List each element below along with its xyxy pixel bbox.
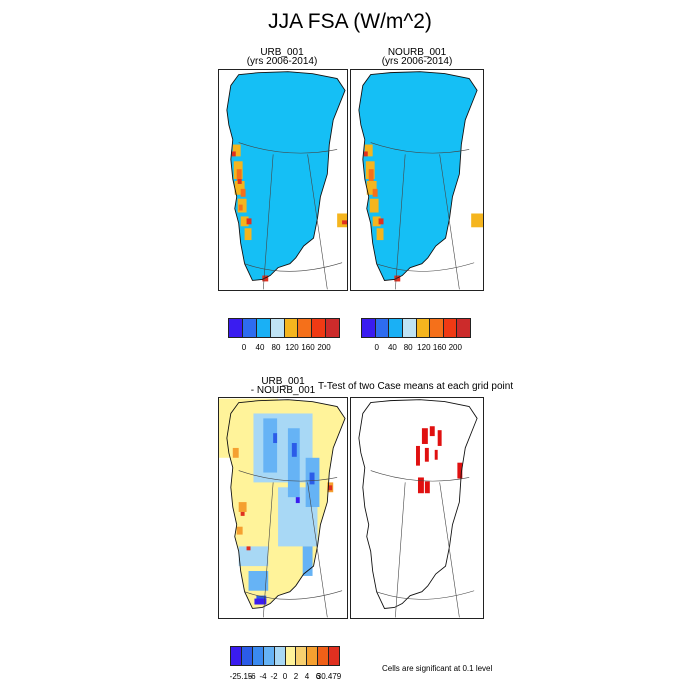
diff-cells-more-negative	[248, 418, 320, 591]
colorbar-tick-label: 40	[255, 343, 265, 352]
colorbar-tick-label: 6	[315, 672, 321, 681]
significance-note: Cells are significant at 0.1 level	[382, 664, 493, 673]
significant-cells	[416, 426, 463, 494]
colorbar-swatch	[274, 647, 286, 665]
colorbar-tick-label: 80	[403, 343, 413, 352]
colorbar-swatch	[312, 319, 327, 337]
colorbar-swatch	[362, 319, 376, 337]
map-urb	[226, 71, 347, 290]
map-panel-diff	[218, 397, 348, 619]
colorbar-swatch	[329, 647, 340, 665]
graticule	[370, 470, 475, 618]
colorbar-nourb-ticks: 0 40 80 120 160 200	[361, 343, 471, 353]
map-panel-ttest	[350, 397, 484, 619]
panel-title-diff: URB_001	[261, 376, 305, 387]
graticule	[238, 142, 343, 290]
colorbar-swatch	[375, 319, 390, 337]
coastline	[358, 71, 478, 281]
colorbar-nourb	[361, 318, 471, 338]
diff-cells-most-positive	[240, 485, 333, 551]
diff-cells-most-negative	[254, 497, 300, 605]
colorbar-swatch	[256, 319, 271, 337]
colorbar-swatch	[242, 319, 257, 337]
map-diff	[219, 398, 346, 618]
map-panel-nourb	[350, 69, 484, 291]
colorbar-tick-label: 0	[374, 343, 379, 352]
colorbar-swatch	[430, 319, 444, 337]
colorbar-tick-label: 0	[282, 672, 288, 681]
colorbar-swatch	[402, 319, 417, 337]
colorbar-diff-ticks: -25.15 -6 -4 -2 0 2 4 6 30.479	[229, 672, 342, 682]
graticule	[370, 142, 475, 290]
coast-hot-cells	[368, 169, 378, 197]
colorbar-tick-label: 120	[417, 343, 431, 352]
panel-subtitle-nourb: (yrs 2006-2014)	[381, 56, 453, 67]
colorbar-swatch	[296, 647, 308, 665]
colorbar-tick-label: 40	[387, 343, 397, 352]
colorbar-swatch	[285, 647, 297, 665]
colorbar-swatch	[389, 319, 403, 337]
colorbar-tick-label: 200	[317, 343, 331, 352]
colorbar-tick-label: 200	[448, 343, 462, 352]
panel-title-ttest: T-Test of two Case means at each grid po…	[318, 381, 514, 392]
map-panel-urb	[218, 69, 348, 291]
colorbar-swatch	[307, 647, 319, 665]
colorbar-swatch	[241, 647, 253, 665]
panel-title-nourb: NOURB_001	[387, 47, 447, 58]
colorbar-tick-label: 2	[293, 672, 299, 681]
colorbar-tick-label: -2	[270, 672, 278, 681]
colorbar-diff	[230, 646, 340, 666]
panel-title-urb: URB_001	[260, 47, 304, 58]
colorbar-swatch	[457, 319, 470, 337]
map-ttest	[358, 399, 478, 618]
colorbar-urb-ticks: 0 40 80 120 160 200	[228, 343, 340, 353]
colorbar-swatch	[416, 319, 431, 337]
colorbar-swatch	[231, 647, 242, 665]
colorbar-tick-label: -4	[259, 672, 267, 681]
greenland-fill	[358, 71, 478, 281]
coastline	[358, 399, 478, 609]
greenland-fill	[226, 71, 346, 281]
colorbar-tick-label: -25.15	[229, 672, 253, 681]
colorbar-swatch	[263, 647, 275, 665]
colorbar-swatch	[326, 319, 339, 337]
graticule	[238, 470, 343, 618]
colorbar-swatch	[298, 319, 313, 337]
colorbar-swatch	[318, 647, 330, 665]
colorbar-urb	[228, 318, 340, 338]
colorbar-swatch	[252, 647, 264, 665]
figure-title: JJA FSA (W/m^2)	[268, 10, 432, 33]
map-nourb	[358, 71, 483, 290]
colorbar-swatch	[270, 319, 285, 337]
coast-hot-cells	[236, 169, 246, 211]
panel-subtitle-diff: - NOURB_001	[250, 385, 316, 396]
panel-subtitle-urb: (yrs 2006-2014)	[246, 56, 318, 67]
colorbar-swatch	[229, 319, 243, 337]
coastline	[226, 399, 346, 609]
colorbar-tick-label: 30.479	[316, 672, 342, 681]
colorbar-swatch	[443, 319, 458, 337]
colorbar-tick-label: 120	[285, 343, 299, 352]
colorbar-tick-label: 160	[301, 343, 315, 352]
colorbar-tick-label: 160	[432, 343, 447, 352]
colorbar-tick-label: 0	[241, 343, 247, 352]
coastline	[226, 71, 346, 281]
colorbar-swatch	[284, 319, 299, 337]
colorbar-tick-label: -6	[248, 672, 256, 681]
colorbar-tick-label: 4	[304, 672, 310, 681]
colorbar-tick-label: 80	[271, 343, 281, 352]
